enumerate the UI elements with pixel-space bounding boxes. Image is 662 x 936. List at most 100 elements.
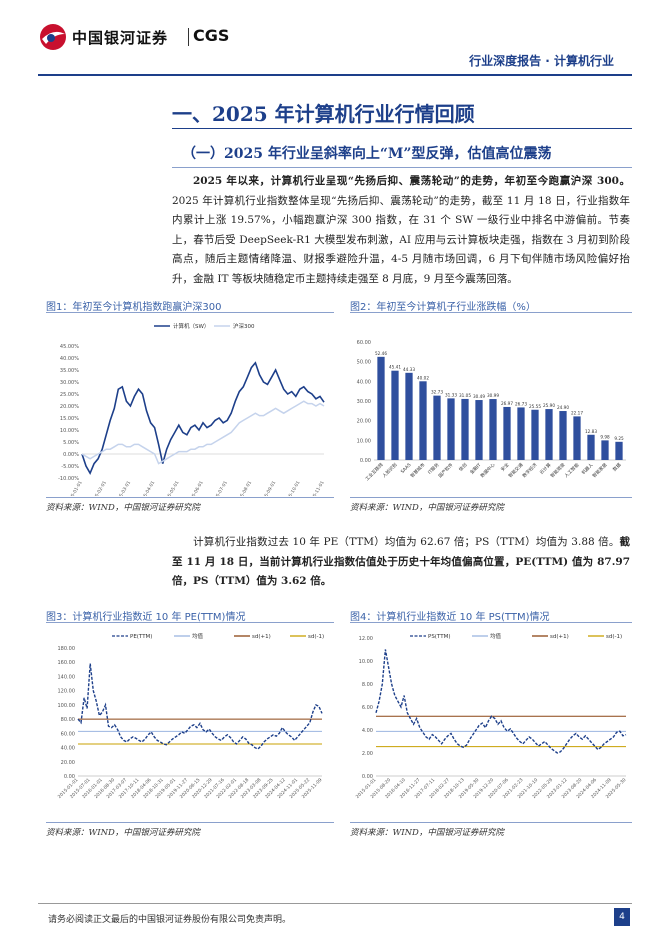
- y-tick-label: 40.00: [357, 379, 371, 385]
- bar-value-label: 25.55: [529, 404, 541, 409]
- fig2-caption-rule: [350, 312, 632, 313]
- legend-label: 均值: [192, 632, 204, 640]
- intro-paragraph-text: 2025 年计算机行业指数整体呈现“先扬后抑、震荡轮动”的走势，截至 11 月 …: [172, 194, 630, 285]
- y-tick-label: 0.00: [362, 774, 373, 780]
- category-label: 数字经济: [521, 461, 539, 479]
- bar: [489, 399, 497, 460]
- section-heading: 一、2025 年计算机行业行情回顾: [172, 102, 475, 126]
- fig1-caption: 图1：年初至今计算机指数跑赢沪深300: [46, 302, 222, 313]
- y-tick-label: 4.00: [362, 728, 373, 734]
- y-tick-label: 140.00: [58, 674, 76, 680]
- y-tick-label: 5.00%: [63, 440, 79, 446]
- x-tick-label: 2025-05-01: [162, 480, 180, 496]
- bar-value-label: 45.41: [389, 365, 401, 370]
- valuation-paragraph-text: 计算机行业指数过去 10 年 PE（TTM）均值为 62.67 倍；PS（TTM…: [193, 536, 620, 548]
- bar: [447, 398, 455, 460]
- y-tick-label: 0.00: [64, 774, 75, 780]
- bar-value-label: 24.90: [557, 405, 569, 410]
- bar-value-label: 12.83: [585, 429, 597, 434]
- valuation-paragraph-bold: 截至 11 月 18 日，当前计算机行业指数估值处于历史十年均值偏高位置，PE(…: [172, 536, 630, 587]
- x-tick-label: 2025-11-01: [307, 480, 325, 496]
- fig4-ps-chart: 12.0010.008.006.004.002.000.002015-01-01…: [355, 632, 628, 800]
- y-tick-label: 15.00%: [60, 416, 79, 422]
- page-number: 4: [614, 908, 630, 926]
- galaxy-logo-icon: [40, 24, 66, 50]
- brand-logo: 中国银河证券 CGS: [38, 22, 238, 52]
- y-tick-label: 2.00: [362, 751, 373, 757]
- y-tick-label: 30.00: [357, 399, 371, 405]
- fig3-source-rule: [46, 822, 334, 823]
- bar-value-label: 26.73: [515, 401, 527, 406]
- category-label: 工业互联网: [364, 461, 385, 482]
- logo-en-text: CGS: [193, 26, 230, 45]
- bar: [475, 400, 483, 460]
- legend-label: sd(-1): [308, 634, 324, 640]
- y-tick-label: 60.00: [357, 340, 371, 346]
- bar-value-label: 44.33: [403, 367, 415, 372]
- fig1-caption-rule: [46, 312, 334, 313]
- legend-label: PS(TTM): [428, 634, 450, 640]
- y-tick-label: -10.00%: [58, 476, 79, 482]
- series-line-1: [81, 361, 325, 476]
- y-tick-label: 0.00%: [63, 452, 79, 458]
- fig4-source: 资料来源：WIND，中国银河证券研究院: [350, 828, 504, 838]
- y-tick-label: 10.00: [359, 659, 373, 665]
- bar: [573, 416, 581, 460]
- header-divider: [38, 74, 632, 76]
- fig1-source-rule: [46, 497, 334, 498]
- bar-value-label: 31.33: [445, 392, 457, 397]
- fig1-source: 资料来源：WIND，中国银河证券研究院: [46, 503, 200, 513]
- x-tick-label: 2025-01-01: [65, 480, 83, 496]
- bar: [503, 406, 511, 460]
- x-tick-label: 2025-10-01: [283, 480, 301, 496]
- bar-value-label: 52.46: [375, 351, 387, 356]
- legend-label: 计算机（SW）: [173, 322, 209, 330]
- y-tick-label: 40.00: [61, 746, 75, 752]
- fig2-bar-chart: 60.00 50.00 40.00 30.00 20.00 10.00 0.00 52.46 工…: [357, 340, 626, 482]
- bar: [433, 395, 441, 460]
- y-tick-label: 0.00: [360, 458, 371, 464]
- intro-paragraph: 2025 年以来，计算机行业呈现“先扬后抑、震荡轮动”的走势，年初至今跑赢沪深 …: [172, 172, 630, 289]
- fig4-source-rule: [350, 822, 632, 823]
- y-tick-label: 50.00: [357, 360, 371, 366]
- y-tick-label: 60.00: [61, 731, 75, 737]
- bar-value-label: 30.49: [473, 394, 485, 399]
- fig3-source: 资料来源：WIND，中国银河证券研究院: [46, 828, 200, 838]
- fig2-source-rule: [350, 497, 632, 498]
- footer-disclaimer: 请务必阅读正文最后的中国银河证券股份有限公司免责声明。: [48, 915, 292, 925]
- category-label: 云计算: [538, 461, 553, 476]
- bar: [517, 407, 525, 460]
- bar-value-label: 40.02: [417, 375, 429, 380]
- main-series-line: [77, 663, 323, 750]
- category-label: SAAS: [400, 462, 413, 475]
- intro-paragraph-bold: 2025 年以来，计算机行业呈现“先扬后抑、震荡轮动”的走势，年初至今跑赢沪深 …: [193, 175, 630, 187]
- y-tick-label: 20.00: [61, 760, 75, 766]
- bar-value-label: 31.05: [459, 393, 471, 398]
- y-tick-label: 160.00: [58, 660, 76, 666]
- fig1-line-chart: 45.00% 40.00% 35.00% 30.00% 25.00% 20.00% 15.0…: [58, 322, 326, 496]
- bar: [419, 381, 427, 460]
- x-tick-label: 2025-08-01: [235, 480, 253, 496]
- series-line-2: [81, 400, 325, 465]
- report-type-label: 行业深度报告 · 计算机行业: [469, 54, 614, 68]
- bar: [405, 372, 413, 460]
- y-tick-label: 6.00: [362, 705, 373, 711]
- y-tick-label: 80.00: [61, 717, 75, 723]
- bar: [391, 370, 399, 460]
- bar: [531, 409, 539, 460]
- y-tick-label: 40.00%: [60, 356, 79, 362]
- legend-label: PE(TTM): [130, 634, 152, 640]
- y-tick-label: 20.00: [357, 419, 371, 425]
- bar-value-label: 22.17: [571, 410, 583, 415]
- y-tick-label: 25.00%: [60, 392, 79, 398]
- y-tick-label: 10.00%: [60, 428, 79, 434]
- x-tick-label: 2025-07-01: [211, 480, 229, 496]
- bar: [615, 441, 623, 460]
- fig3-caption: 图3：计算机行业指数近 10 年 PE(TTM)情况: [46, 612, 246, 623]
- y-tick-label: 180.00: [58, 646, 76, 652]
- fig2-source: 资料来源：WIND，中国银河证券研究院: [350, 503, 504, 513]
- footer-divider: [38, 903, 632, 904]
- fig3-caption-rule: [46, 622, 334, 623]
- category-label: 金融IT: [468, 461, 482, 475]
- logo-cn-text: 中国银河证券: [72, 29, 169, 47]
